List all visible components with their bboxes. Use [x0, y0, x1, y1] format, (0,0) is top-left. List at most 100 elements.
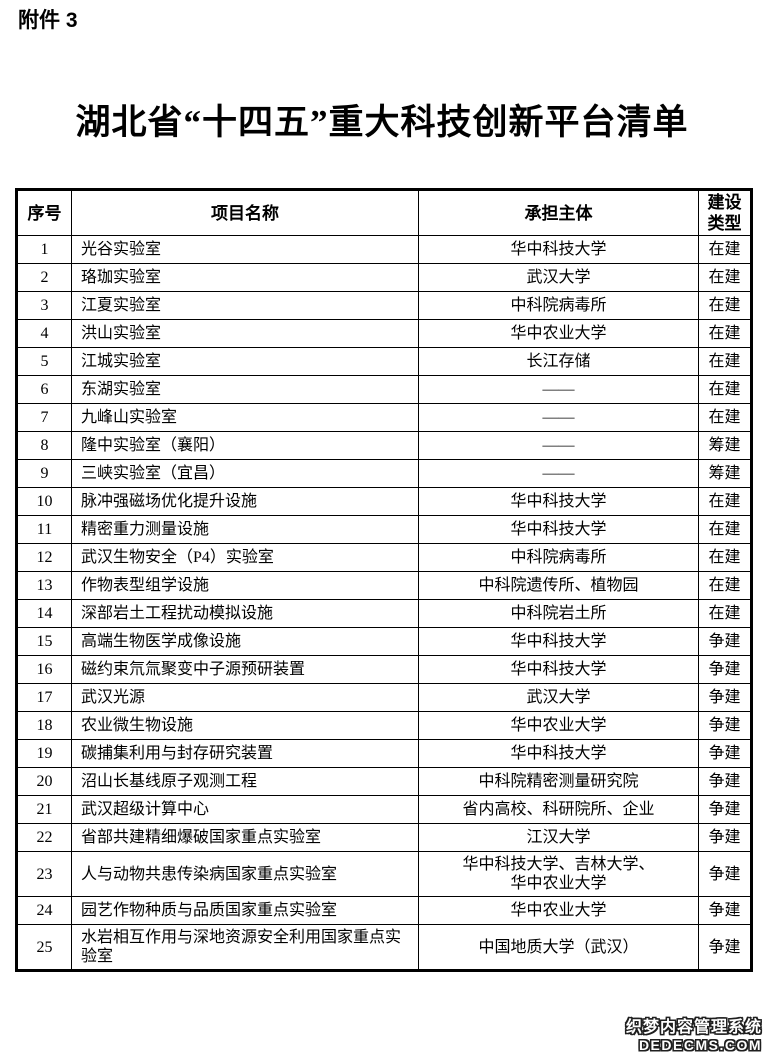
platform-table-body: 1 光谷实验室 华中科技大学 在建 2 珞珈实验室 武汉大学 在建 3 江夏实验室 中科院病毒所 在建…	[16, 235, 752, 971]
table-row: 12 武汉生物安全（P4）实验室 中科院病毒所 在建	[16, 543, 752, 572]
project-name-cell: 碳捕集利用与封存研究装置	[71, 739, 419, 768]
row-number-cell: 3	[16, 291, 72, 320]
table-row: 16 磁约束氘氚聚变中子源预研装置 华中科技大学 争建	[16, 655, 752, 684]
entity-cell: 中科院岩土所	[418, 599, 699, 628]
row-number-cell: 5	[16, 347, 72, 376]
row-number-cell: 21	[16, 795, 72, 824]
row-number-cell: 12	[16, 543, 72, 572]
entity-cell: 华中科技大学	[418, 487, 699, 516]
project-name-cell: 深部岩土工程扰动模拟设施	[71, 599, 419, 628]
project-name-cell: 人与动物共患传染病国家重点实验室	[71, 851, 419, 897]
project-name-cell: 水岩相互作用与深地资源安全利用国家重点实验室	[71, 924, 419, 971]
build-type-cell: 筹建	[698, 431, 752, 460]
column-header-entity: 承担主体	[418, 189, 699, 236]
project-name-cell: 九峰山实验室	[71, 403, 419, 432]
entity-cell: 华中科技大学、吉林大学、 华中农业大学	[418, 851, 699, 897]
row-number-cell: 14	[16, 599, 72, 628]
project-name-cell: 洪山实验室	[71, 319, 419, 348]
build-type-cell: 在建	[698, 487, 752, 516]
entity-cell: 华中科技大学	[418, 515, 699, 544]
table-row: 3 江夏实验室 中科院病毒所 在建	[16, 291, 752, 320]
row-number-cell: 1	[16, 235, 72, 264]
row-number-cell: 19	[16, 739, 72, 768]
project-name-cell: 脉冲强磁场优化提升设施	[71, 487, 419, 516]
row-number-cell: 22	[16, 823, 72, 852]
column-header-type: 建设 类型	[698, 189, 752, 236]
build-type-cell: 争建	[698, 896, 752, 925]
project-name-cell: 作物表型组学设施	[71, 571, 419, 600]
build-type-cell: 争建	[698, 767, 752, 796]
project-name-cell: 武汉光源	[71, 683, 419, 712]
table-row: 2 珞珈实验室 武汉大学 在建	[16, 263, 752, 292]
project-name-cell: 三峡实验室（宜昌）	[71, 459, 419, 488]
project-name-cell: 东湖实验室	[71, 375, 419, 404]
table-row: 1 光谷实验室 华中科技大学 在建	[16, 235, 752, 264]
build-type-cell: 在建	[698, 319, 752, 348]
build-type-cell: 在建	[698, 375, 752, 404]
project-name-cell: 江夏实验室	[71, 291, 419, 320]
build-type-cell: 争建	[698, 711, 752, 740]
watermark-cn-text: 织梦内容管理系统	[625, 1018, 762, 1036]
table-row: 6 东湖实验室 —— 在建	[16, 375, 752, 404]
build-type-cell: 争建	[698, 683, 752, 712]
entity-cell: 华中科技大学	[418, 627, 699, 656]
build-type-cell: 争建	[698, 739, 752, 768]
row-number-cell: 23	[16, 851, 72, 897]
table-row: 20 沼山长基线原子观测工程 中科院精密测量研究院 争建	[16, 767, 752, 796]
project-name-cell: 农业微生物设施	[71, 711, 419, 740]
project-name-cell: 江城实验室	[71, 347, 419, 376]
entity-cell: 中国地质大学（武汉）	[418, 924, 699, 971]
table-row: 15 高端生物医学成像设施 华中科技大学 争建	[16, 627, 752, 656]
project-name-cell: 光谷实验室	[71, 235, 419, 264]
table-row: 4 洪山实验室 华中农业大学 在建	[16, 319, 752, 348]
watermark: 织梦内容管理系统 DEDECMS.COM	[626, 1019, 762, 1053]
table-row: 17 武汉光源 武汉大学 争建	[16, 683, 752, 712]
entity-cell: ——	[418, 431, 699, 460]
attachment-label: 附件 3	[18, 9, 78, 32]
entity-cell: 华中科技大学	[418, 655, 699, 684]
project-name-cell: 隆中实验室（襄阳）	[71, 431, 419, 460]
build-type-cell: 争建	[698, 851, 752, 897]
watermark-en-text: DEDECMS.COM	[638, 1036, 762, 1053]
entity-cell: 华中科技大学	[418, 235, 699, 264]
build-type-cell: 在建	[698, 571, 752, 600]
table-row: 23 人与动物共患传染病国家重点实验室 华中科技大学、吉林大学、 华中农业大学 争建	[16, 851, 752, 897]
table-row: 9 三峡实验室（宜昌） —— 筹建	[16, 459, 752, 488]
build-type-cell: 争建	[698, 627, 752, 656]
build-type-cell: 争建	[698, 655, 752, 684]
build-type-cell: 争建	[698, 795, 752, 824]
table-row: 19 碳捕集利用与封存研究装置 华中科技大学 争建	[16, 739, 752, 768]
project-name-cell: 武汉生物安全（P4）实验室	[71, 543, 419, 572]
row-number-cell: 11	[16, 515, 72, 544]
row-number-cell: 17	[16, 683, 72, 712]
build-type-cell: 在建	[698, 515, 752, 544]
row-number-cell: 4	[16, 319, 72, 348]
entity-cell: 中科院病毒所	[418, 543, 699, 572]
platform-table: 序号 项目名称 承担主体 建设 类型 1 光谷实验室 华中科技大学 在建 2 珞珈实验室武…	[15, 188, 753, 972]
entity-cell: 中科院遗传所、植物园	[418, 571, 699, 600]
table-header: 序号 项目名称 承担主体 建设 类型	[16, 189, 752, 236]
table-row: 22 省部共建精细爆破国家重点实验室 江汉大学 争建	[16, 823, 752, 852]
project-name-cell: 精密重力测量设施	[71, 515, 419, 544]
row-number-cell: 8	[16, 431, 72, 460]
table-row: 14 深部岩土工程扰动模拟设施 中科院岩土所 在建	[16, 599, 752, 628]
row-number-cell: 24	[16, 896, 72, 925]
project-name-cell: 园艺作物种质与品质国家重点实验室	[71, 896, 419, 925]
table-row: 21 武汉超级计算中心 省内高校、科研院所、企业 争建	[16, 795, 752, 824]
table-row: 8 隆中实验室（襄阳） —— 筹建	[16, 431, 752, 460]
entity-cell: 省内高校、科研院所、企业	[418, 795, 699, 824]
build-type-cell: 在建	[698, 599, 752, 628]
table-row: 13 作物表型组学设施 中科院遗传所、植物园 在建	[16, 571, 752, 600]
project-name-cell: 高端生物医学成像设施	[71, 627, 419, 656]
row-number-cell: 9	[16, 459, 72, 488]
row-number-cell: 16	[16, 655, 72, 684]
entity-cell: 中科院精密测量研究院	[418, 767, 699, 796]
build-type-cell: 在建	[698, 235, 752, 264]
row-number-cell: 15	[16, 627, 72, 656]
table-header-row: 序号 项目名称 承担主体 建设 类型	[16, 189, 752, 236]
entity-cell: ——	[418, 459, 699, 488]
row-number-cell: 2	[16, 263, 72, 292]
row-number-cell: 18	[16, 711, 72, 740]
row-number-cell: 25	[16, 924, 72, 971]
row-number-cell: 10	[16, 487, 72, 516]
